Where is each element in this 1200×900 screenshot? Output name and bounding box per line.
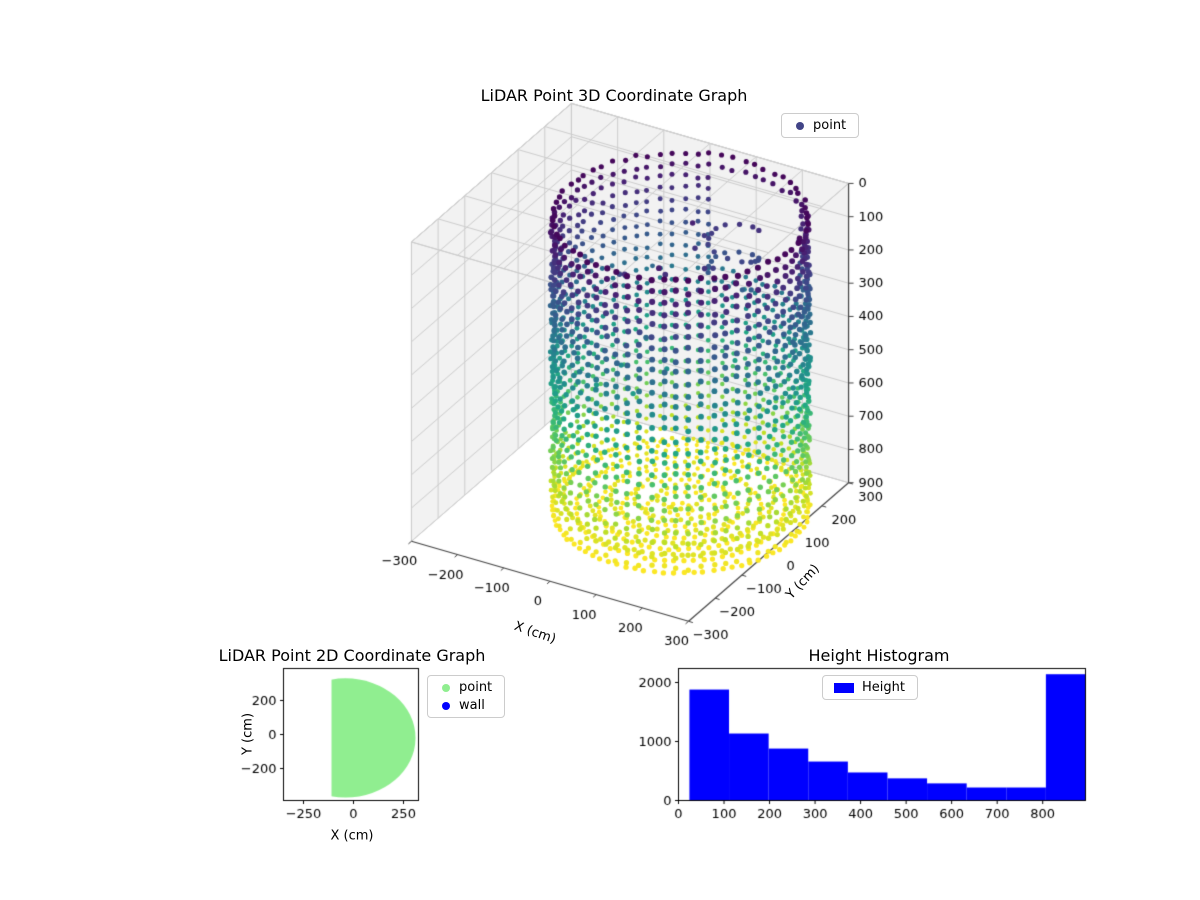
legend-3d: point [781,113,860,138]
height-marker-icon [834,682,854,693]
legend-entry-point-2d: point [437,680,492,695]
legend-label-point-2d: point [459,680,493,695]
legend-entry-wall-2d: wall [437,698,492,713]
chart-title-3d: LiDAR Point 3D Coordinate Graph [480,86,748,105]
chart-title-2d: LiDAR Point 2D Coordinate Graph [218,646,486,665]
point-marker-icon [442,683,450,692]
legend-label-wall-2d: wall [459,698,485,713]
legend-histogram: Height [822,675,918,700]
legend-label-point-3d: point [813,118,847,133]
point-marker-icon [796,121,804,130]
chart-title-histogram: Height Histogram [808,646,950,665]
legend-entry-point-3d: point [791,118,846,133]
legend-label-height: Height [862,680,905,695]
legend-2d: point wall [427,675,506,718]
legend-entry-height: Height [832,680,905,695]
wall-marker-icon [442,701,450,710]
